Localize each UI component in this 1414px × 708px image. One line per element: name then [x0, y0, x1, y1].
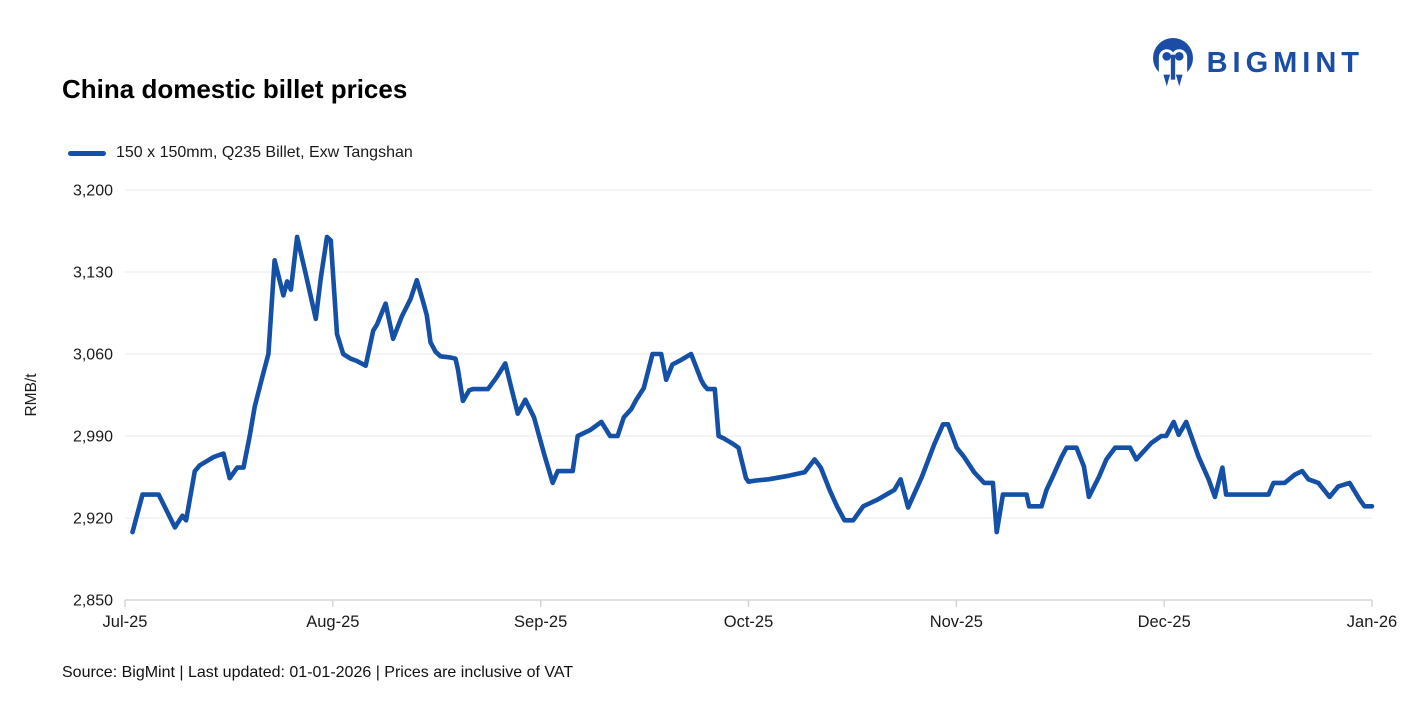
legend-series-label: 150 x 150mm, Q235 Billet, Exw Tangshan [116, 144, 413, 161]
y-tick-label: 3,060 [73, 347, 113, 364]
legend-line-swatch [68, 150, 106, 156]
legend: 150 x 150mm, Q235 Billet, Exw Tangshan [68, 144, 413, 162]
bigmint-logo: BIGMINT [1148, 34, 1364, 92]
x-tick-label: Dec-25 [1138, 613, 1191, 631]
bigmint-logo-icon [1152, 38, 1193, 87]
y-tick-label: 3,200 [73, 183, 113, 200]
x-tick-label: Nov-25 [930, 613, 983, 631]
y-tick-label: 2,990 [73, 429, 113, 446]
source-note: Source: BigMint | Last updated: 01-01-20… [62, 664, 574, 681]
x-tick-label: Sep-25 [514, 613, 567, 631]
price-line [130, 234, 1375, 535]
x-tick-label: Oct-25 [724, 613, 774, 631]
x-tick-label: Jan-26 [1347, 613, 1397, 631]
x-tick-label: Aug-25 [306, 613, 359, 631]
y-tick-label: 2,920 [73, 511, 113, 528]
x-tick-label: Jul-25 [103, 613, 148, 631]
y-axis-title: RMB/t [23, 373, 40, 417]
chart-title: China domestic billet prices [62, 74, 408, 104]
y-tick-label: 3,130 [73, 265, 113, 282]
bigmint-logo-text: BIGMINT [1206, 46, 1364, 79]
y-tick-label: 2,850 [73, 593, 113, 610]
